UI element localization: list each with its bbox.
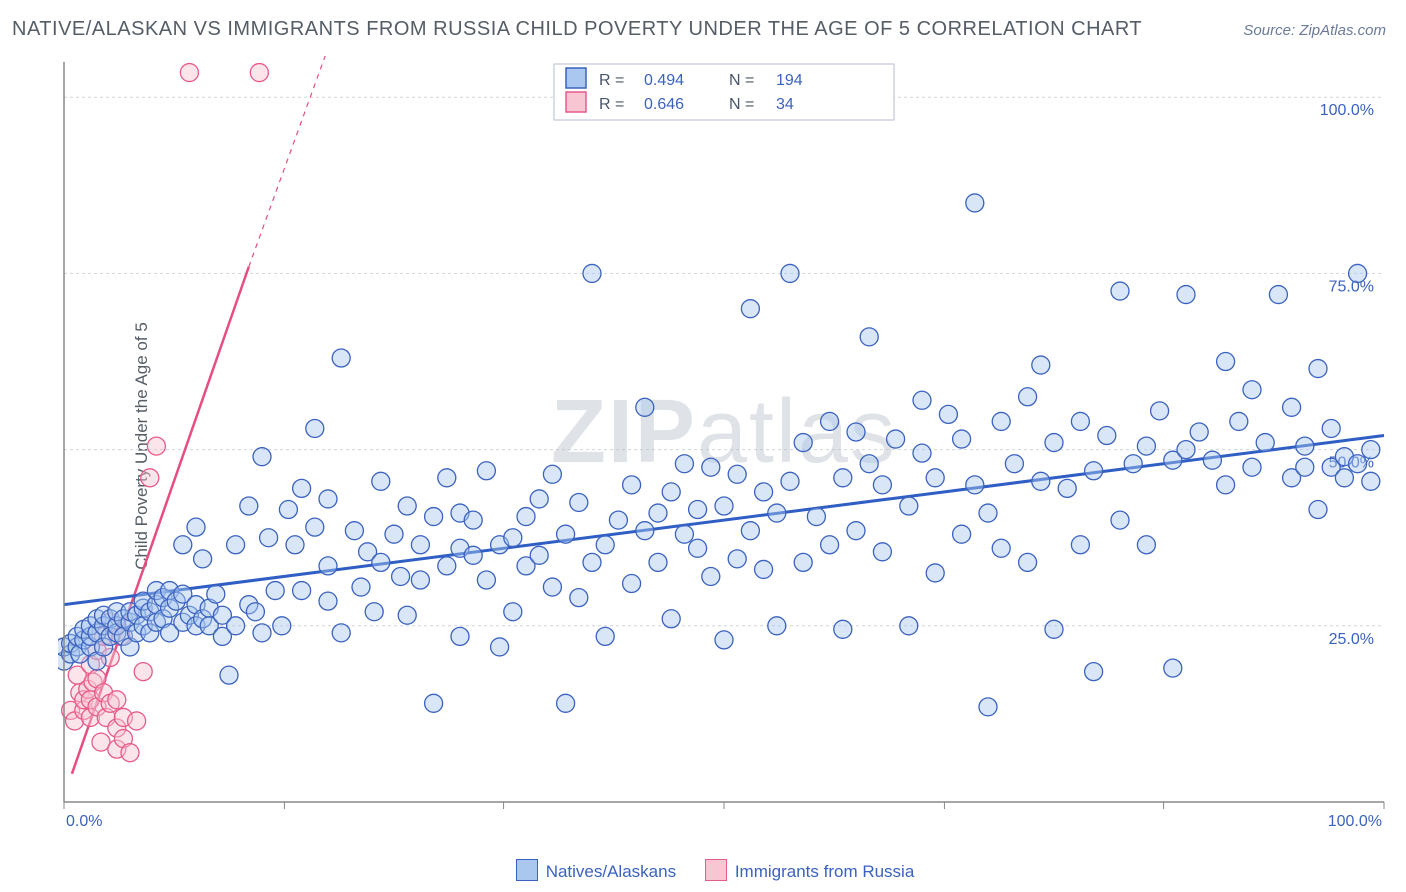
legend-label-natives: Natives/Alaskans <box>546 862 676 881</box>
source-name: ZipAtlas.com <box>1299 22 1386 39</box>
svg-text:100.0%: 100.0% <box>1320 102 1374 119</box>
legend-label-immigrants: Immigrants from Russia <box>735 862 914 881</box>
svg-text:100.0%: 100.0% <box>1328 813 1382 830</box>
svg-text:194: 194 <box>776 72 803 89</box>
source-prefix: Source: <box>1243 22 1299 39</box>
chart-area: 25.0%50.0%75.0%100.0%ZIPatlas0.0%100.0%R… <box>58 56 1390 836</box>
svg-text:34: 34 <box>776 96 794 113</box>
svg-text:75.0%: 75.0% <box>1329 278 1374 295</box>
legend-swatch-natives <box>516 859 538 881</box>
svg-text:25.0%: 25.0% <box>1329 631 1374 648</box>
svg-text:R =: R = <box>599 96 624 113</box>
svg-text:R =: R = <box>599 72 624 89</box>
chart-title: NATIVE/ALASKAN VS IMMIGRANTS FROM RUSSIA… <box>12 18 1142 41</box>
svg-text:ZIPatlas: ZIPatlas <box>551 382 897 482</box>
scatter-plot-svg: 25.0%50.0%75.0%100.0%ZIPatlas0.0%100.0%R… <box>58 56 1390 836</box>
svg-text:N =: N = <box>729 96 754 113</box>
svg-text:0.646: 0.646 <box>644 96 684 113</box>
svg-text:0.0%: 0.0% <box>66 813 102 830</box>
svg-text:0.494: 0.494 <box>644 72 684 89</box>
svg-text:N =: N = <box>729 72 754 89</box>
legend-swatch-immigrants <box>705 859 727 881</box>
source-credit: Source: ZipAtlas.com <box>1243 22 1386 39</box>
bottom-legend: Natives/Alaskans Immigrants from Russia <box>0 859 1406 882</box>
